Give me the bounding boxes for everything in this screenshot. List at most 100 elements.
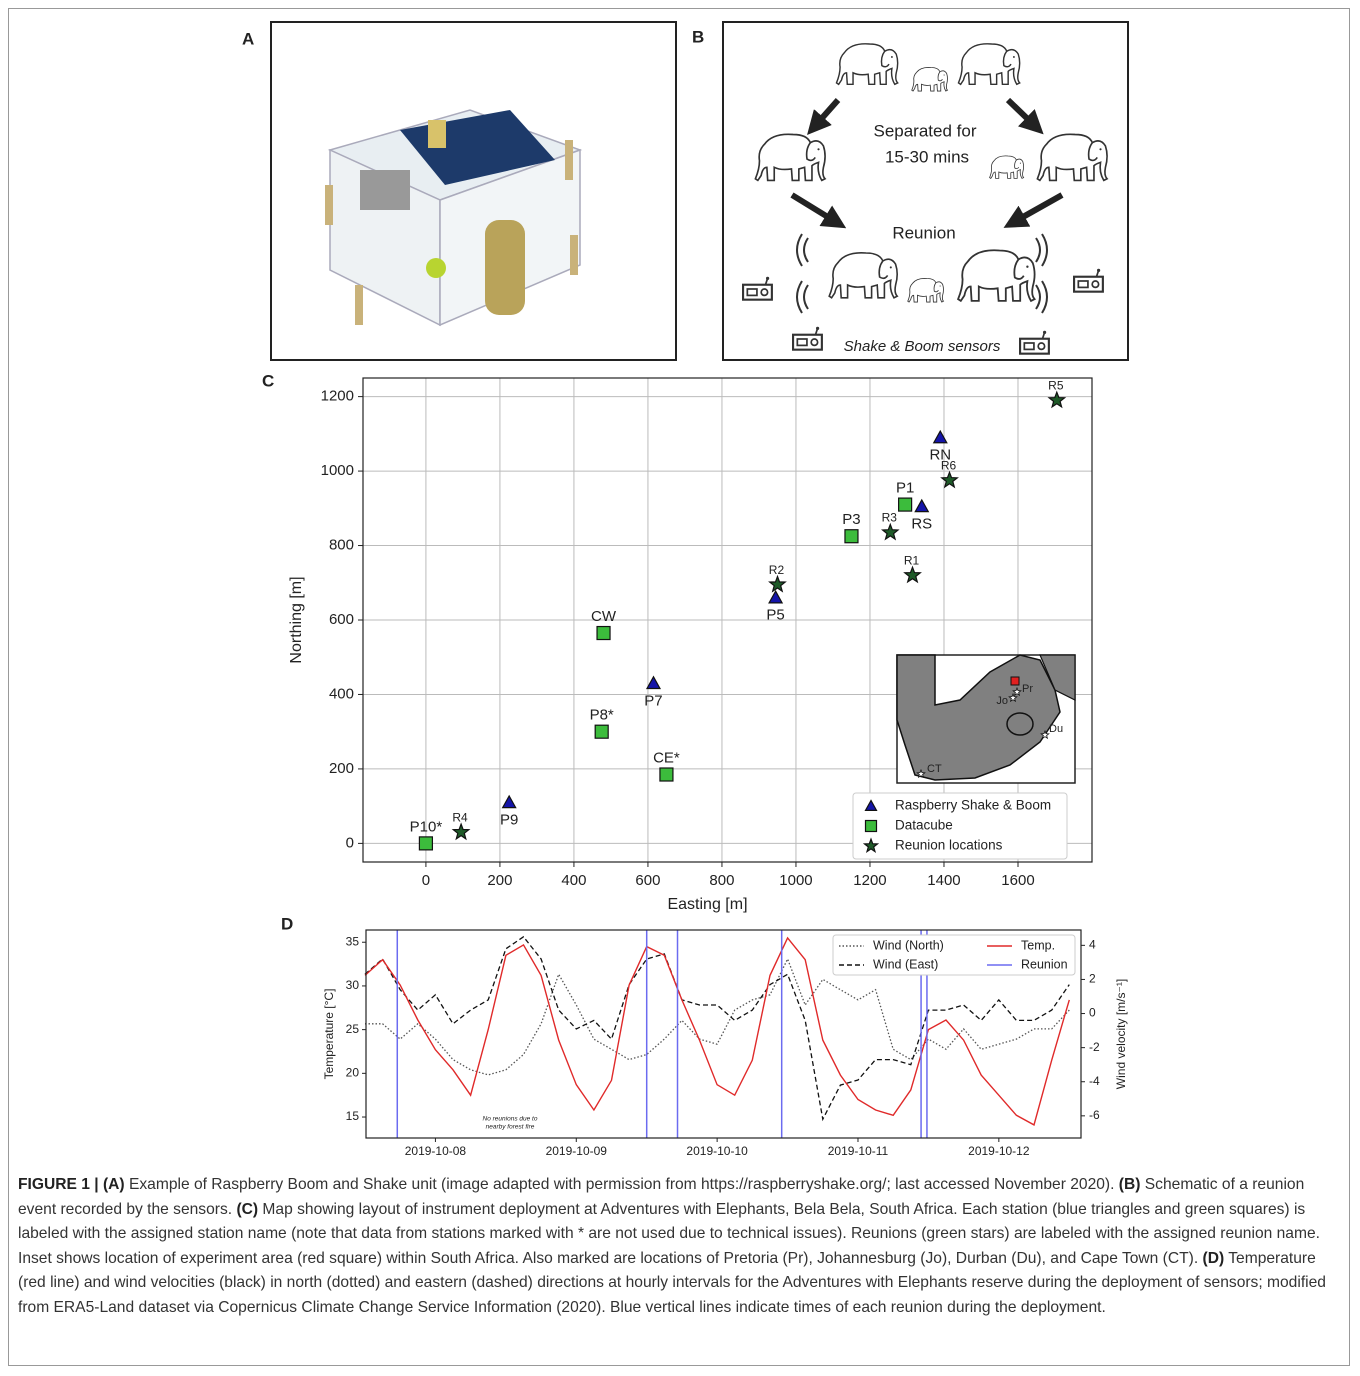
data-line xyxy=(364,936,1070,1126)
point-label: P7 xyxy=(644,692,662,709)
point-label: RS xyxy=(911,515,932,532)
point-label: R5 xyxy=(1048,379,1064,393)
point-label: CE* xyxy=(653,749,680,766)
city-marker xyxy=(916,768,926,779)
caption-label: FIGURE 1 | xyxy=(18,1176,99,1193)
square-marker xyxy=(659,767,674,782)
square-marker xyxy=(844,529,859,544)
point-label: R1 xyxy=(904,553,920,567)
y-tick-label: 1200 xyxy=(321,388,354,405)
square-marker xyxy=(594,724,609,739)
square-marker xyxy=(898,497,913,512)
point-label: R4 xyxy=(452,810,468,824)
plot-frame xyxy=(365,929,1082,1139)
caption-tag: (A) xyxy=(102,1176,125,1193)
y-tick-label: 15 xyxy=(346,1109,360,1123)
star-marker xyxy=(903,565,922,584)
triangle-marker xyxy=(932,429,948,444)
triangle-marker xyxy=(914,498,930,513)
annotation: No reunions due to xyxy=(483,1116,538,1123)
x-tick-label: 0 xyxy=(422,872,430,889)
schematic-text: Separated for xyxy=(873,121,976,140)
square-marker xyxy=(418,836,434,851)
y-tick-label: 35 xyxy=(346,934,360,948)
legend-label: Temp. xyxy=(1021,938,1055,952)
triangle-marker xyxy=(864,799,878,812)
figure-frame xyxy=(8,8,1350,1366)
y2-tick-label: 0 xyxy=(1089,1006,1096,1020)
star-marker xyxy=(451,822,471,841)
photo xyxy=(270,21,677,361)
star-marker xyxy=(768,574,787,593)
x-tick-label: 1600 xyxy=(1001,872,1034,889)
caption-text: Schematic of a reunion event recorded by… xyxy=(18,1176,1305,1218)
y-axis-label: Northing [m] xyxy=(288,576,305,663)
y2-tick-label: -6 xyxy=(1089,1108,1100,1122)
city-marker xyxy=(1008,692,1018,703)
point-label: P9 xyxy=(500,811,518,828)
square-marker xyxy=(864,819,878,833)
caption-text: Temperature (red line) and wind velociti… xyxy=(18,1249,1326,1316)
triangle-marker xyxy=(768,589,784,604)
point-label: P3 xyxy=(842,511,860,528)
panel-label: D xyxy=(281,914,293,933)
triangle-marker xyxy=(501,794,517,809)
panel-label: B xyxy=(692,27,704,46)
x-tick-label: 2019-10-10 xyxy=(686,1144,748,1158)
plot-frame xyxy=(362,377,1093,863)
y2-tick-label: -2 xyxy=(1089,1040,1100,1054)
caption-tag: (D) xyxy=(1202,1249,1225,1267)
panel-label: A xyxy=(242,29,254,48)
y2-tick-label: -4 xyxy=(1089,1074,1100,1088)
star-marker xyxy=(880,522,900,541)
city-label: Pr xyxy=(1022,683,1033,695)
legend-label: Wind (East) xyxy=(873,957,938,971)
y-tick-label: 1000 xyxy=(321,462,354,479)
y-tick-label: 800 xyxy=(329,537,354,554)
point-label: P1 xyxy=(896,480,914,497)
annotation: nearby forest fire xyxy=(486,1124,535,1131)
x-tick-label: 800 xyxy=(709,872,734,889)
city-label: Jo xyxy=(996,695,1008,707)
caption-tag: (C) xyxy=(236,1200,259,1218)
city-label: CT xyxy=(927,763,942,775)
city-marker xyxy=(1040,729,1050,740)
figure: A B xyxy=(242,21,1129,1158)
data-line xyxy=(365,957,1070,1076)
x-tick-label: 600 xyxy=(635,872,660,889)
point-label: CW xyxy=(591,608,617,625)
x-tick-label: 1000 xyxy=(779,872,812,889)
legend-label: Reunion locations xyxy=(895,838,1003,853)
star-marker xyxy=(862,837,880,854)
point-label: P10* xyxy=(410,818,443,835)
x-tick-label: 1400 xyxy=(927,872,960,889)
point-label: R3 xyxy=(882,511,898,525)
caption-text: Map showing layout of instrument deploym… xyxy=(18,1200,1320,1267)
y-tick-label: 0 xyxy=(346,834,354,851)
y-tick-label: 25 xyxy=(346,1022,360,1036)
schematic-text: Shake & Boom sensors xyxy=(844,338,1001,355)
star-marker xyxy=(1047,390,1067,409)
city-label: Du xyxy=(1049,723,1063,735)
data-line xyxy=(364,935,1070,1122)
x-tick-label: 2019-10-12 xyxy=(968,1144,1030,1158)
legend-box xyxy=(832,934,1076,976)
y-axis-label: Temperature [°C] xyxy=(322,989,336,1080)
y-tick-label: 600 xyxy=(329,611,354,628)
x-tick-label: 2019-10-09 xyxy=(546,1144,608,1158)
x-tick-label: 2019-10-11 xyxy=(828,1144,889,1158)
caption-text: Example of Raspberry Boom and Shake unit… xyxy=(124,1176,1119,1193)
city-marker xyxy=(1012,686,1022,697)
panel-label: C xyxy=(262,371,274,390)
caption-tag: (B) xyxy=(1118,1176,1141,1193)
point-label: P8* xyxy=(590,707,614,724)
point-label: P5 xyxy=(766,607,784,624)
schematic xyxy=(722,21,1129,361)
x-tick-label: 200 xyxy=(487,872,512,889)
triangle-marker xyxy=(645,675,662,690)
y-tick-label: 400 xyxy=(329,685,354,702)
y-tick-label: 20 xyxy=(346,1065,360,1079)
legend-label: Raspberry Shake & Boom xyxy=(895,798,1051,813)
point-label: RN xyxy=(929,447,951,464)
legend-label: Datacube xyxy=(895,818,953,833)
